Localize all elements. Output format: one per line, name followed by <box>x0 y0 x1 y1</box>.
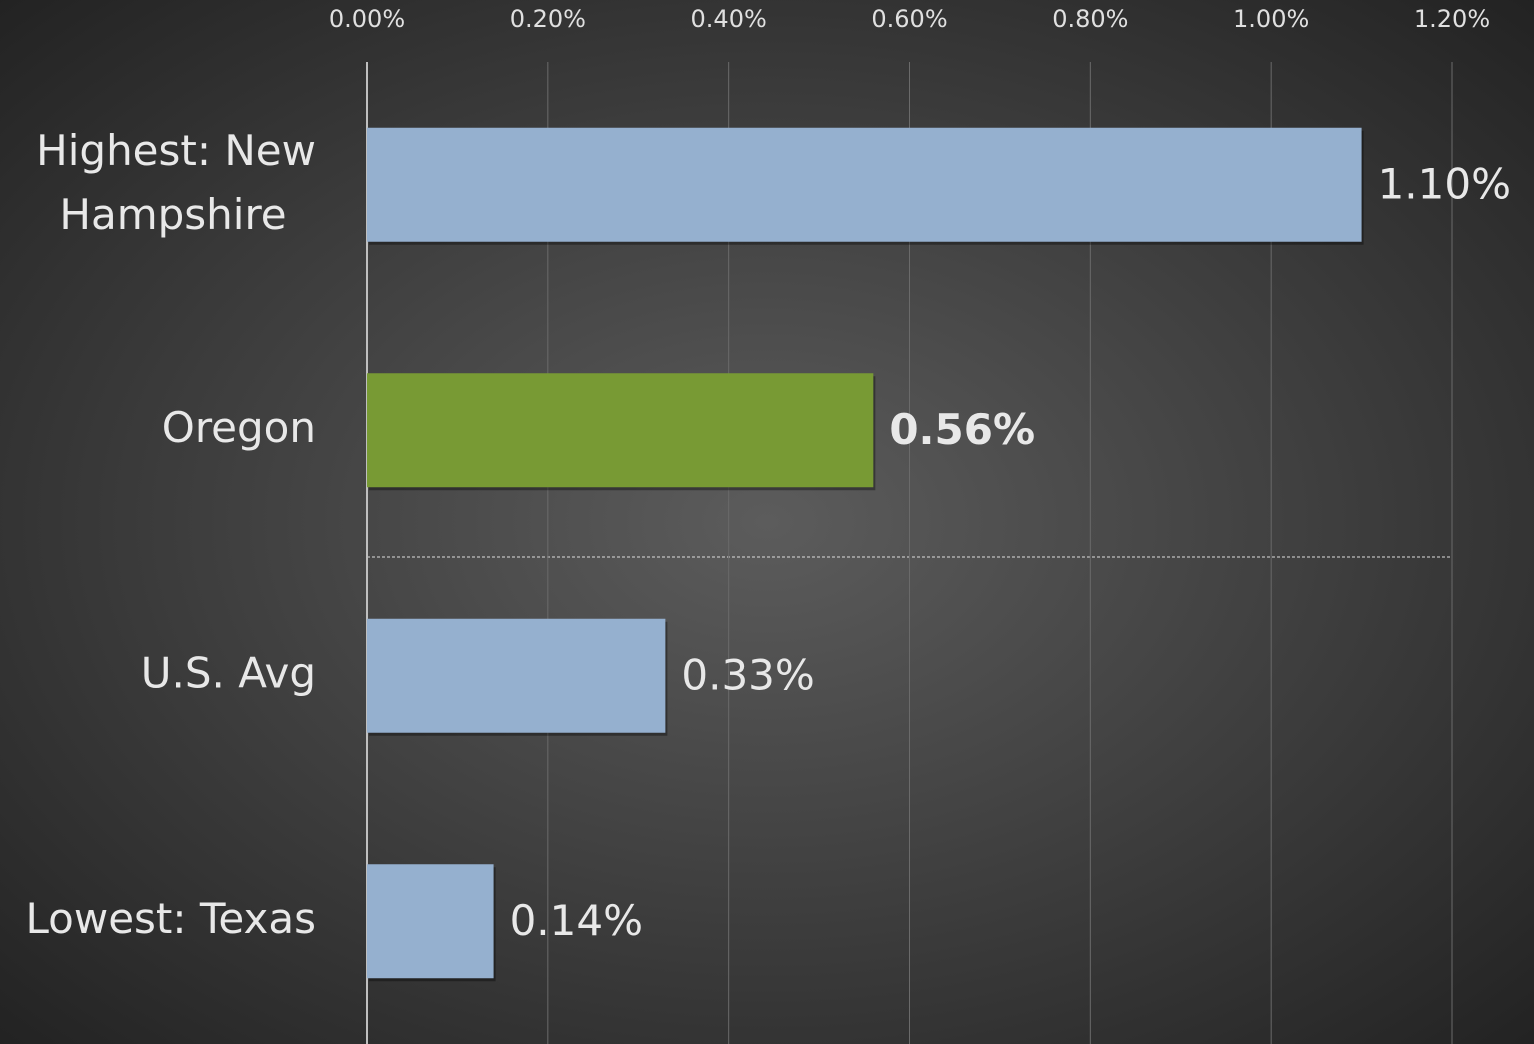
x-tick-label: 1.20% <box>1414 5 1490 33</box>
bar <box>367 127 1362 242</box>
value-label: 0.33% <box>681 650 814 699</box>
x-tick-label: 1.00% <box>1233 5 1309 33</box>
category-label-line: Highest: New <box>36 125 316 174</box>
category-label: U.S. Avg <box>141 648 316 697</box>
x-tick-label: 0.00% <box>329 5 405 33</box>
value-label: 0.56% <box>889 405 1035 454</box>
x-tick-label: 0.60% <box>871 5 947 33</box>
bar <box>367 864 494 979</box>
bar <box>367 373 874 488</box>
x-tick-label: 0.40% <box>691 5 767 33</box>
x-tick-label: 0.20% <box>510 5 586 33</box>
value-label: 1.10% <box>1378 159 1511 208</box>
category-label: Highest: New Hampshire <box>36 125 316 238</box>
x-tick-label: 0.80% <box>1052 5 1128 33</box>
value-label: 0.14% <box>510 896 643 945</box>
category-label: Lowest: Texas <box>26 894 317 943</box>
category-label-line: Hampshire <box>59 189 286 238</box>
category-label: Oregon <box>162 403 316 452</box>
bar <box>367 618 666 733</box>
